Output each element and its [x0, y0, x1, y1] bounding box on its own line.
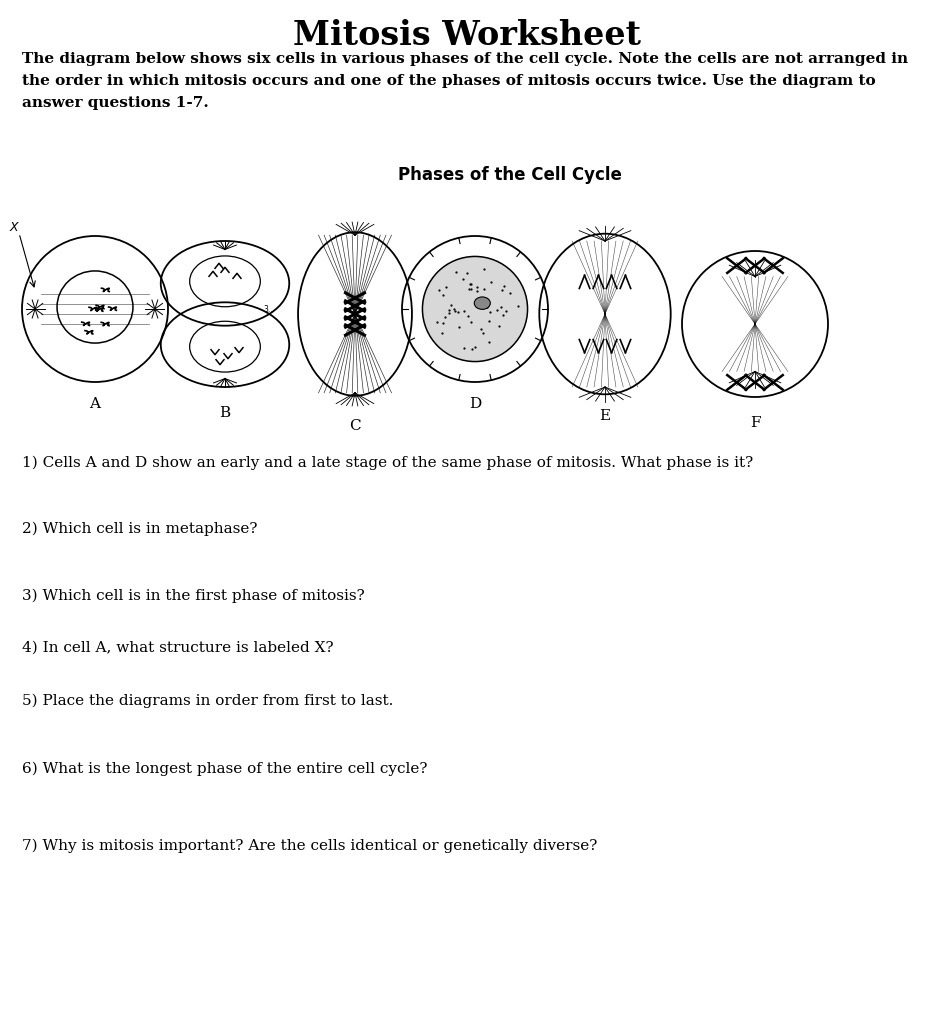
- Text: 2) Which cell is in metaphase?: 2) Which cell is in metaphase?: [22, 522, 258, 537]
- Text: D: D: [469, 397, 481, 411]
- Text: X: X: [9, 221, 19, 234]
- Text: 4) In cell A, what structure is labeled X?: 4) In cell A, what structure is labeled …: [22, 641, 333, 655]
- Text: 6) What is the longest phase of the entire cell cycle?: 6) What is the longest phase of the enti…: [22, 762, 428, 776]
- Text: E: E: [600, 409, 611, 423]
- Text: F: F: [750, 416, 760, 430]
- Ellipse shape: [474, 297, 490, 309]
- Text: 7) Why is mitosis important? Are the cells identical or genetically diverse?: 7) Why is mitosis important? Are the cel…: [22, 839, 598, 853]
- Text: answer questions 1-7.: answer questions 1-7.: [22, 96, 209, 110]
- Text: 5) Place the diagrams in order from first to last.: 5) Place the diagrams in order from firs…: [22, 694, 393, 709]
- Text: Mitosis Worksheet: Mitosis Worksheet: [293, 19, 641, 52]
- Text: the order in which mitosis occurs and one of the phases of mitosis occurs twice.: the order in which mitosis occurs and on…: [22, 74, 876, 88]
- Text: A: A: [90, 397, 101, 411]
- Text: 3) Which cell is in the first phase of mitosis?: 3) Which cell is in the first phase of m…: [22, 589, 365, 603]
- Text: 3..: 3..: [263, 305, 273, 314]
- Text: 1) Cells A and D show an early and a late stage of the same phase of mitosis. Wh: 1) Cells A and D show an early and a lat…: [22, 456, 753, 470]
- Text: B: B: [219, 406, 231, 420]
- Text: Phases of the Cell Cycle: Phases of the Cell Cycle: [398, 166, 622, 184]
- Circle shape: [422, 256, 528, 361]
- Text: C: C: [349, 419, 361, 433]
- Text: The diagram below shows six cells in various phases of the cell cycle. Note the : The diagram below shows six cells in var…: [22, 52, 908, 66]
